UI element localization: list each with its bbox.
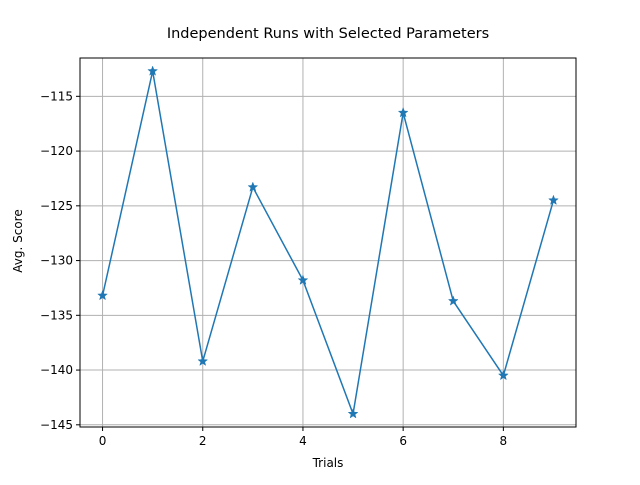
series-line (101, 70, 555, 415)
data-point-star-marker (247, 181, 259, 192)
data-point-star-marker (548, 194, 559, 205)
data-point-star-marker (347, 408, 359, 419)
chart-title: Independent Runs with Selected Parameter… (167, 26, 489, 42)
y-tick-label: −145 (40, 418, 73, 432)
y-axis-title: Avg. Score (11, 209, 25, 272)
data-point-star-marker (497, 369, 509, 381)
series-layer (97, 65, 559, 419)
data-point-star-marker (97, 289, 108, 301)
y-tick-label: −120 (40, 144, 73, 158)
data-point-star-marker (147, 65, 159, 76)
data-point-star-marker (397, 107, 409, 118)
x-tick-label: 2 (199, 434, 207, 448)
x-axis-title: Trials (312, 456, 344, 470)
y-tick-label: −135 (40, 308, 73, 322)
x-tick-label: 6 (399, 434, 407, 448)
y-tick-label: −115 (40, 89, 73, 103)
y-tick-label: −140 (40, 363, 73, 377)
plot-frame (79, 57, 577, 428)
data-point-star-marker (197, 355, 209, 366)
axis-ticks: 0 2 4 6 8 −115 −120 −125 −130 −135 −140 −145 (40, 89, 507, 448)
y-tick-label: −125 (40, 199, 73, 213)
y-tick-label: −130 (40, 254, 73, 268)
data-point-star-marker (447, 295, 459, 306)
x-tick-label: 4 (299, 434, 307, 448)
data-point-star-marker (297, 274, 309, 285)
x-tick-label: 8 (500, 434, 508, 448)
grid (80, 58, 576, 427)
x-tick-label: 0 (99, 434, 107, 448)
